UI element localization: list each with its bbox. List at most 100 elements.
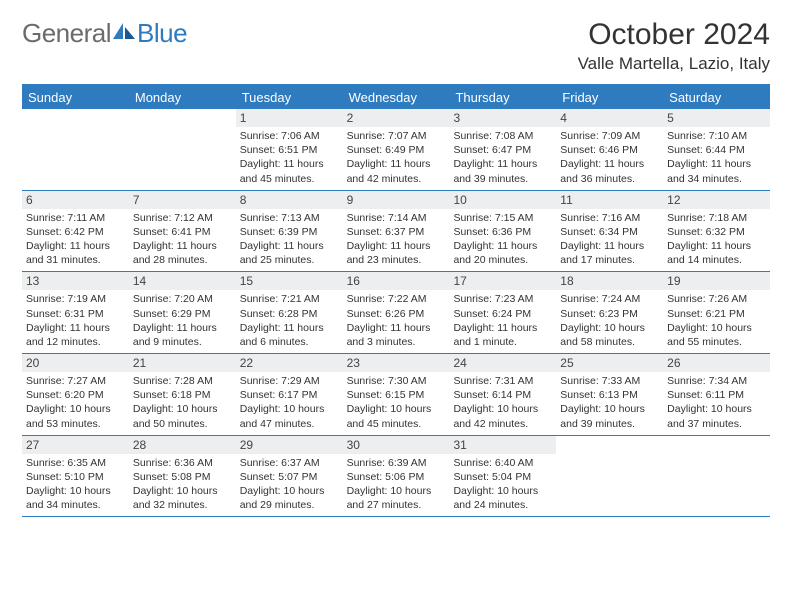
day-info: Sunrise: 7:10 AMSunset: 6:44 PMDaylight:… bbox=[667, 129, 766, 186]
day-cell: 18 Sunrise: 7:24 AMSunset: 6:23 PMDayligh… bbox=[556, 272, 663, 353]
day-info: Sunrise: 7:24 AMSunset: 6:23 PMDaylight:… bbox=[560, 292, 659, 349]
day-cell: 3 Sunrise: 7:08 AMSunset: 6:47 PMDaylight… bbox=[449, 109, 556, 190]
day-info: Sunrise: 7:15 AMSunset: 6:36 PMDaylight:… bbox=[453, 211, 552, 268]
day-number: 7 bbox=[129, 191, 236, 209]
day-header-cell: Sunday bbox=[22, 86, 129, 109]
day-cell: 12Sunrise: 7:18 AMSunset: 6:32 PMDayligh… bbox=[663, 191, 770, 272]
calendar-body: 1 Sunrise: 7:06 AMSunset: 6:51 PMDaylight… bbox=[22, 109, 770, 517]
day-number: 31 bbox=[449, 436, 556, 454]
day-number: 29 bbox=[236, 436, 343, 454]
day-cell: 27 Sunrise: 6:35 AMSunset: 5:10 PMDayligh… bbox=[22, 436, 129, 517]
day-header-cell: Friday bbox=[556, 86, 663, 109]
day-cell: 14 Sunrise: 7:20 AMSunset: 6:29 PMDayligh… bbox=[129, 272, 236, 353]
day-cell: 11 Sunrise: 7:16 AMSunset: 6:34 PMDayligh… bbox=[556, 191, 663, 272]
title-block: October 2024 Valle Martella, Lazio, Ital… bbox=[578, 18, 770, 74]
day-info: Sunrise: 7:08 AMSunset: 6:47 PMDaylight:… bbox=[453, 129, 552, 186]
day-number: 3 bbox=[449, 109, 556, 127]
empty-cell bbox=[663, 436, 770, 517]
day-number: 20 bbox=[22, 354, 129, 372]
day-number: 18 bbox=[556, 272, 663, 290]
day-number: 21 bbox=[129, 354, 236, 372]
day-number: 2 bbox=[343, 109, 450, 127]
day-cell: 4Sunrise: 7:09 AMSunset: 6:46 PMDaylight… bbox=[556, 109, 663, 190]
day-info: Sunrise: 7:07 AMSunset: 6:49 PMDaylight:… bbox=[347, 129, 446, 186]
day-cell: 25 Sunrise: 7:33 AMSunset: 6:13 PMDayligh… bbox=[556, 354, 663, 435]
day-number: 5 bbox=[663, 109, 770, 127]
week-row: 6 Sunrise: 7:11 AMSunset: 6:42 PMDaylight… bbox=[22, 191, 770, 273]
day-info: Sunrise: 6:36 AMSunset: 5:08 PMDaylight:… bbox=[133, 456, 232, 513]
day-header-cell: Tuesday bbox=[236, 86, 343, 109]
day-info: Sunrise: 7:27 AMSunset: 6:20 PMDaylight:… bbox=[26, 374, 125, 431]
day-number: 23 bbox=[343, 354, 450, 372]
day-info: Sunrise: 7:06 AMSunset: 6:51 PMDaylight:… bbox=[240, 129, 339, 186]
week-row: 13 Sunrise: 7:19 AMSunset: 6:31 PMDayligh… bbox=[22, 272, 770, 354]
day-cell: 31 Sunrise: 6:40 AMSunset: 5:04 PMDayligh… bbox=[449, 436, 556, 517]
day-info: Sunrise: 7:21 AMSunset: 6:28 PMDaylight:… bbox=[240, 292, 339, 349]
day-cell: 5 Sunrise: 7:10 AMSunset: 6:44 PMDaylight… bbox=[663, 109, 770, 190]
day-info: Sunrise: 7:29 AMSunset: 6:17 PMDaylight:… bbox=[240, 374, 339, 431]
day-info: Sunrise: 7:14 AMSunset: 6:37 PMDaylight:… bbox=[347, 211, 446, 268]
day-info: Sunrise: 6:37 AMSunset: 5:07 PMDaylight:… bbox=[240, 456, 339, 513]
day-cell: 20 Sunrise: 7:27 AMSunset: 6:20 PMDayligh… bbox=[22, 354, 129, 435]
day-info: Sunrise: 7:11 AMSunset: 6:42 PMDaylight:… bbox=[26, 211, 125, 268]
day-cell: 28 Sunrise: 6:36 AMSunset: 5:08 PMDayligh… bbox=[129, 436, 236, 517]
empty-cell bbox=[22, 109, 129, 190]
day-cell: 6 Sunrise: 7:11 AMSunset: 6:42 PMDaylight… bbox=[22, 191, 129, 272]
day-info: Sunrise: 7:09 AMSunset: 6:46 PMDaylight:… bbox=[560, 129, 659, 186]
day-info: Sunrise: 7:20 AMSunset: 6:29 PMDaylight:… bbox=[133, 292, 232, 349]
day-number: 28 bbox=[129, 436, 236, 454]
day-info: Sunrise: 7:12 AMSunset: 6:41 PMDaylight:… bbox=[133, 211, 232, 268]
day-info: Sunrise: 7:33 AMSunset: 6:13 PMDaylight:… bbox=[560, 374, 659, 431]
day-info: Sunrise: 7:23 AMSunset: 6:24 PMDaylight:… bbox=[453, 292, 552, 349]
day-cell: 2 Sunrise: 7:07 AMSunset: 6:49 PMDaylight… bbox=[343, 109, 450, 190]
day-info: Sunrise: 7:22 AMSunset: 6:26 PMDaylight:… bbox=[347, 292, 446, 349]
logo: General Blue bbox=[22, 18, 187, 49]
day-cell: 10Sunrise: 7:15 AMSunset: 6:36 PMDayligh… bbox=[449, 191, 556, 272]
day-cell: 17 Sunrise: 7:23 AMSunset: 6:24 PMDayligh… bbox=[449, 272, 556, 353]
day-number: 17 bbox=[449, 272, 556, 290]
day-cell: 23Sunrise: 7:30 AMSunset: 6:15 PMDayligh… bbox=[343, 354, 450, 435]
day-number: 14 bbox=[129, 272, 236, 290]
day-info: Sunrise: 7:16 AMSunset: 6:34 PMDaylight:… bbox=[560, 211, 659, 268]
day-cell: 22Sunrise: 7:29 AMSunset: 6:17 PMDayligh… bbox=[236, 354, 343, 435]
logo-sail-icon bbox=[113, 23, 135, 39]
day-info: Sunrise: 7:19 AMSunset: 6:31 PMDaylight:… bbox=[26, 292, 125, 349]
day-info: Sunrise: 6:35 AMSunset: 5:10 PMDaylight:… bbox=[26, 456, 125, 513]
day-number: 6 bbox=[22, 191, 129, 209]
day-info: Sunrise: 7:34 AMSunset: 6:11 PMDaylight:… bbox=[667, 374, 766, 431]
day-info: Sunrise: 6:40 AMSunset: 5:04 PMDaylight:… bbox=[453, 456, 552, 513]
day-cell: 30Sunrise: 6:39 AMSunset: 5:06 PMDayligh… bbox=[343, 436, 450, 517]
day-cell: 7 Sunrise: 7:12 AMSunset: 6:41 PMDaylight… bbox=[129, 191, 236, 272]
day-number: 8 bbox=[236, 191, 343, 209]
day-cell: 29 Sunrise: 6:37 AMSunset: 5:07 PMDayligh… bbox=[236, 436, 343, 517]
day-number: 26 bbox=[663, 354, 770, 372]
day-number: 9 bbox=[343, 191, 450, 209]
week-row: 20 Sunrise: 7:27 AMSunset: 6:20 PMDayligh… bbox=[22, 354, 770, 436]
day-header-cell: Monday bbox=[129, 86, 236, 109]
day-cell: 13 Sunrise: 7:19 AMSunset: 6:31 PMDayligh… bbox=[22, 272, 129, 353]
location: Valle Martella, Lazio, Italy bbox=[578, 54, 770, 74]
day-header-cell: Saturday bbox=[663, 86, 770, 109]
month-title: October 2024 bbox=[578, 18, 770, 52]
day-cell: 9 Sunrise: 7:14 AMSunset: 6:37 PMDaylight… bbox=[343, 191, 450, 272]
day-number: 27 bbox=[22, 436, 129, 454]
week-row: 1 Sunrise: 7:06 AMSunset: 6:51 PMDaylight… bbox=[22, 109, 770, 191]
day-cell: 8 Sunrise: 7:13 AMSunset: 6:39 PMDaylight… bbox=[236, 191, 343, 272]
day-info: Sunrise: 7:13 AMSunset: 6:39 PMDaylight:… bbox=[240, 211, 339, 268]
day-cell: 1 Sunrise: 7:06 AMSunset: 6:51 PMDaylight… bbox=[236, 109, 343, 190]
day-number: 19 bbox=[663, 272, 770, 290]
day-info: Sunrise: 7:31 AMSunset: 6:14 PMDaylight:… bbox=[453, 374, 552, 431]
day-number: 13 bbox=[22, 272, 129, 290]
header: General Blue October 2024 Valle Martella… bbox=[22, 18, 770, 74]
day-number: 16 bbox=[343, 272, 450, 290]
day-number: 11 bbox=[556, 191, 663, 209]
day-number: 25 bbox=[556, 354, 663, 372]
day-cell: 24 Sunrise: 7:31 AMSunset: 6:14 PMDayligh… bbox=[449, 354, 556, 435]
day-cell: 16 Sunrise: 7:22 AMSunset: 6:26 PMDayligh… bbox=[343, 272, 450, 353]
day-header-cell: Thursday bbox=[449, 86, 556, 109]
day-number: 1 bbox=[236, 109, 343, 127]
day-number: 24 bbox=[449, 354, 556, 372]
day-info: Sunrise: 7:18 AMSunset: 6:32 PMDaylight:… bbox=[667, 211, 766, 268]
day-info: Sunrise: 7:28 AMSunset: 6:18 PMDaylight:… bbox=[133, 374, 232, 431]
empty-cell bbox=[556, 436, 663, 517]
